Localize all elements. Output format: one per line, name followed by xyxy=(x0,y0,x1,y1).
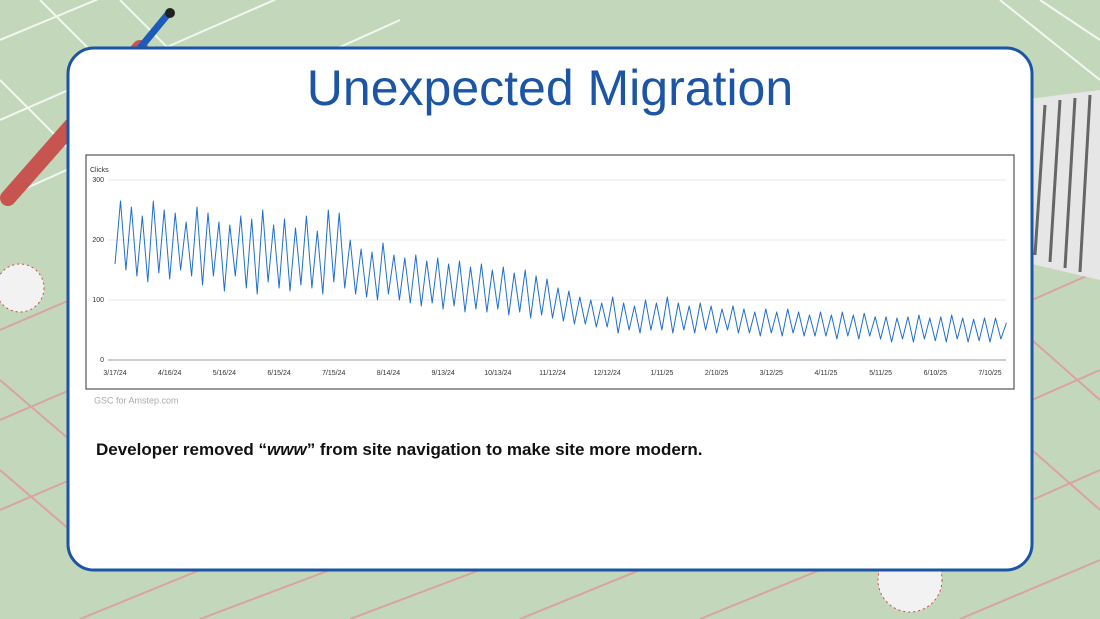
note-emphasis: www xyxy=(267,440,308,459)
x-tick-label: 7/10/25 xyxy=(978,370,1001,377)
source: GSC for Amstep.com xyxy=(94,395,179,405)
x-tick-label: 8/14/24 xyxy=(377,370,400,377)
x-tick-label: 5/11/25 xyxy=(869,370,892,377)
y-tick-label: 100 xyxy=(92,297,104,304)
note: Developer removed “www” from site naviga… xyxy=(96,440,703,459)
chart-frame xyxy=(85,154,1015,390)
x-tick-label: 5/16/24 xyxy=(213,370,236,377)
baseball xyxy=(0,263,45,313)
x-tick-label: 3/17/24 xyxy=(103,370,126,377)
y-tick-label: 300 xyxy=(92,177,104,184)
x-tick-label: 9/13/24 xyxy=(431,370,454,377)
x-tick-label: 4/11/25 xyxy=(815,370,838,377)
x-tick-label: 6/15/24 xyxy=(267,370,290,377)
x-tick-label: 1/11/25 xyxy=(650,370,673,377)
x-tick-label: 6/10/25 xyxy=(924,370,947,377)
x-tick-label: 4/16/24 xyxy=(158,370,181,377)
x-tick-label: 7/15/24 xyxy=(322,370,345,377)
y-axis-label: Clicks xyxy=(90,167,109,174)
x-tick-label: 11/12/24 xyxy=(539,370,566,377)
y-tick-label: 200 xyxy=(92,237,104,244)
y-tick-label: 0 xyxy=(100,357,104,364)
field-lines-lower xyxy=(0,269,1100,619)
x-tick-label: 10/13/24 xyxy=(484,370,511,377)
x-tick-label: 3/12/25 xyxy=(760,370,783,377)
note-text: Developer removed “ xyxy=(96,440,267,459)
x-tick-label: 12/12/24 xyxy=(594,370,621,377)
slide-title: Unexpected Migration xyxy=(307,60,793,116)
x-tick-label: 2/10/25 xyxy=(705,370,728,377)
line-series xyxy=(114,200,1007,343)
note-text: ” from site navigation to make site more… xyxy=(307,440,703,459)
